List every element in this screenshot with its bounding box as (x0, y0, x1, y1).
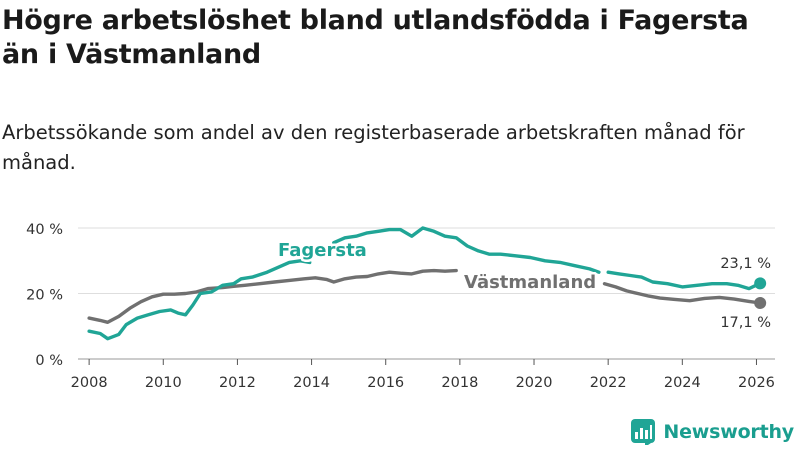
bar-chart-logo-icon (631, 419, 656, 445)
x-tick-label: 2018 (441, 375, 478, 391)
x-axis: 2008 2010 2012 2014 2016 2018 2020 2022 2024 2026 (71, 359, 775, 391)
x-tick-label: 2014 (293, 375, 330, 391)
brand-logo: Newsworthy (631, 419, 794, 445)
x-tick-label: 2010 (145, 375, 182, 391)
page-subtitle: Arbetssökande som andel av den registerb… (2, 121, 745, 174)
page-title: Högre arbetslöshet bland utlandsfödda i … (2, 5, 749, 70)
end-point-vastmanland (754, 296, 767, 309)
series-layer (87, 226, 767, 341)
x-tick-label: 2016 (367, 375, 404, 391)
data-label-fagersta-last: 23,1 % (720, 256, 771, 272)
series-line-fagersta (87, 226, 762, 341)
data-label-fagersta-last-halo: 23,1 % (720, 256, 771, 272)
y-tick-label: 0 % (35, 353, 63, 369)
end-point-fagersta (754, 277, 767, 290)
brand-name: Newsworthy (663, 421, 794, 443)
x-tick-label: 2020 (516, 375, 553, 391)
series-label-vastmanland: Västmanland (464, 272, 596, 293)
x-tick-label: 2012 (219, 375, 256, 391)
y-tick-label: 20 % (26, 288, 63, 304)
label-layer: FagerstaFagerstaVästmanlandVästmanland23… (276, 238, 774, 334)
data-label-vastmanland-last: 17,1 % (720, 315, 771, 331)
data-label-vastmanland-last-halo: 17,1 % (720, 315, 771, 331)
y-tick-label: 40 % (26, 222, 63, 238)
grid-layer: 0 % 20 % 40 % (26, 222, 775, 369)
series-label-fagersta-halo: Fagersta (278, 240, 367, 261)
x-tick-label: 2022 (590, 375, 627, 391)
series-label-fagersta: Fagersta (278, 240, 367, 261)
series-label-vastmanland-halo: Västmanland (464, 272, 596, 293)
x-tick-label: 2026 (738, 375, 775, 391)
x-tick-label: 2008 (71, 375, 108, 391)
x-tick-label: 2024 (664, 375, 701, 391)
series-line-vastmanland (87, 268, 762, 324)
